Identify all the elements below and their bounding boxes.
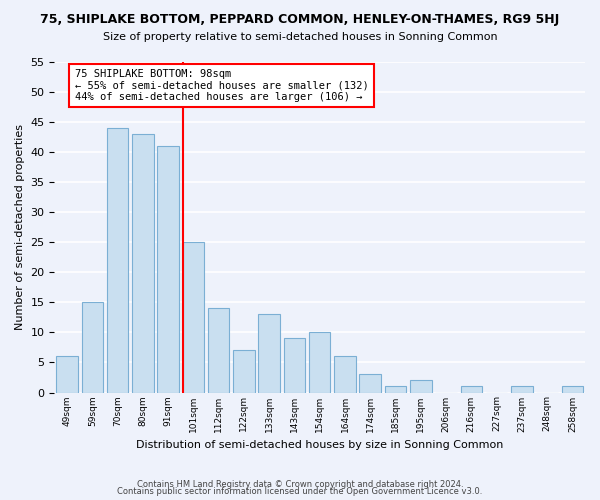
Text: 75, SHIPLAKE BOTTOM, PEPPARD COMMON, HENLEY-ON-THAMES, RG9 5HJ: 75, SHIPLAKE BOTTOM, PEPPARD COMMON, HEN… <box>40 12 560 26</box>
Bar <box>309 332 331 392</box>
Bar <box>359 374 381 392</box>
Bar <box>385 386 406 392</box>
Bar <box>107 128 128 392</box>
Bar <box>259 314 280 392</box>
Bar <box>157 146 179 392</box>
Text: 75 SHIPLAKE BOTTOM: 98sqm
← 55% of semi-detached houses are smaller (132)
44% of: 75 SHIPLAKE BOTTOM: 98sqm ← 55% of semi-… <box>74 68 368 102</box>
Bar <box>132 134 154 392</box>
Bar <box>410 380 431 392</box>
Bar <box>182 242 204 392</box>
Bar <box>56 356 78 392</box>
Bar <box>284 338 305 392</box>
Y-axis label: Number of semi-detached properties: Number of semi-detached properties <box>15 124 25 330</box>
Text: Contains HM Land Registry data © Crown copyright and database right 2024.: Contains HM Land Registry data © Crown c… <box>137 480 463 489</box>
Bar <box>334 356 356 392</box>
X-axis label: Distribution of semi-detached houses by size in Sonning Common: Distribution of semi-detached houses by … <box>136 440 503 450</box>
Text: Size of property relative to semi-detached houses in Sonning Common: Size of property relative to semi-detach… <box>103 32 497 42</box>
Bar <box>82 302 103 392</box>
Bar <box>511 386 533 392</box>
Bar <box>208 308 229 392</box>
Text: Contains public sector information licensed under the Open Government Licence v3: Contains public sector information licen… <box>118 487 482 496</box>
Bar <box>461 386 482 392</box>
Bar <box>562 386 583 392</box>
Bar <box>233 350 254 393</box>
